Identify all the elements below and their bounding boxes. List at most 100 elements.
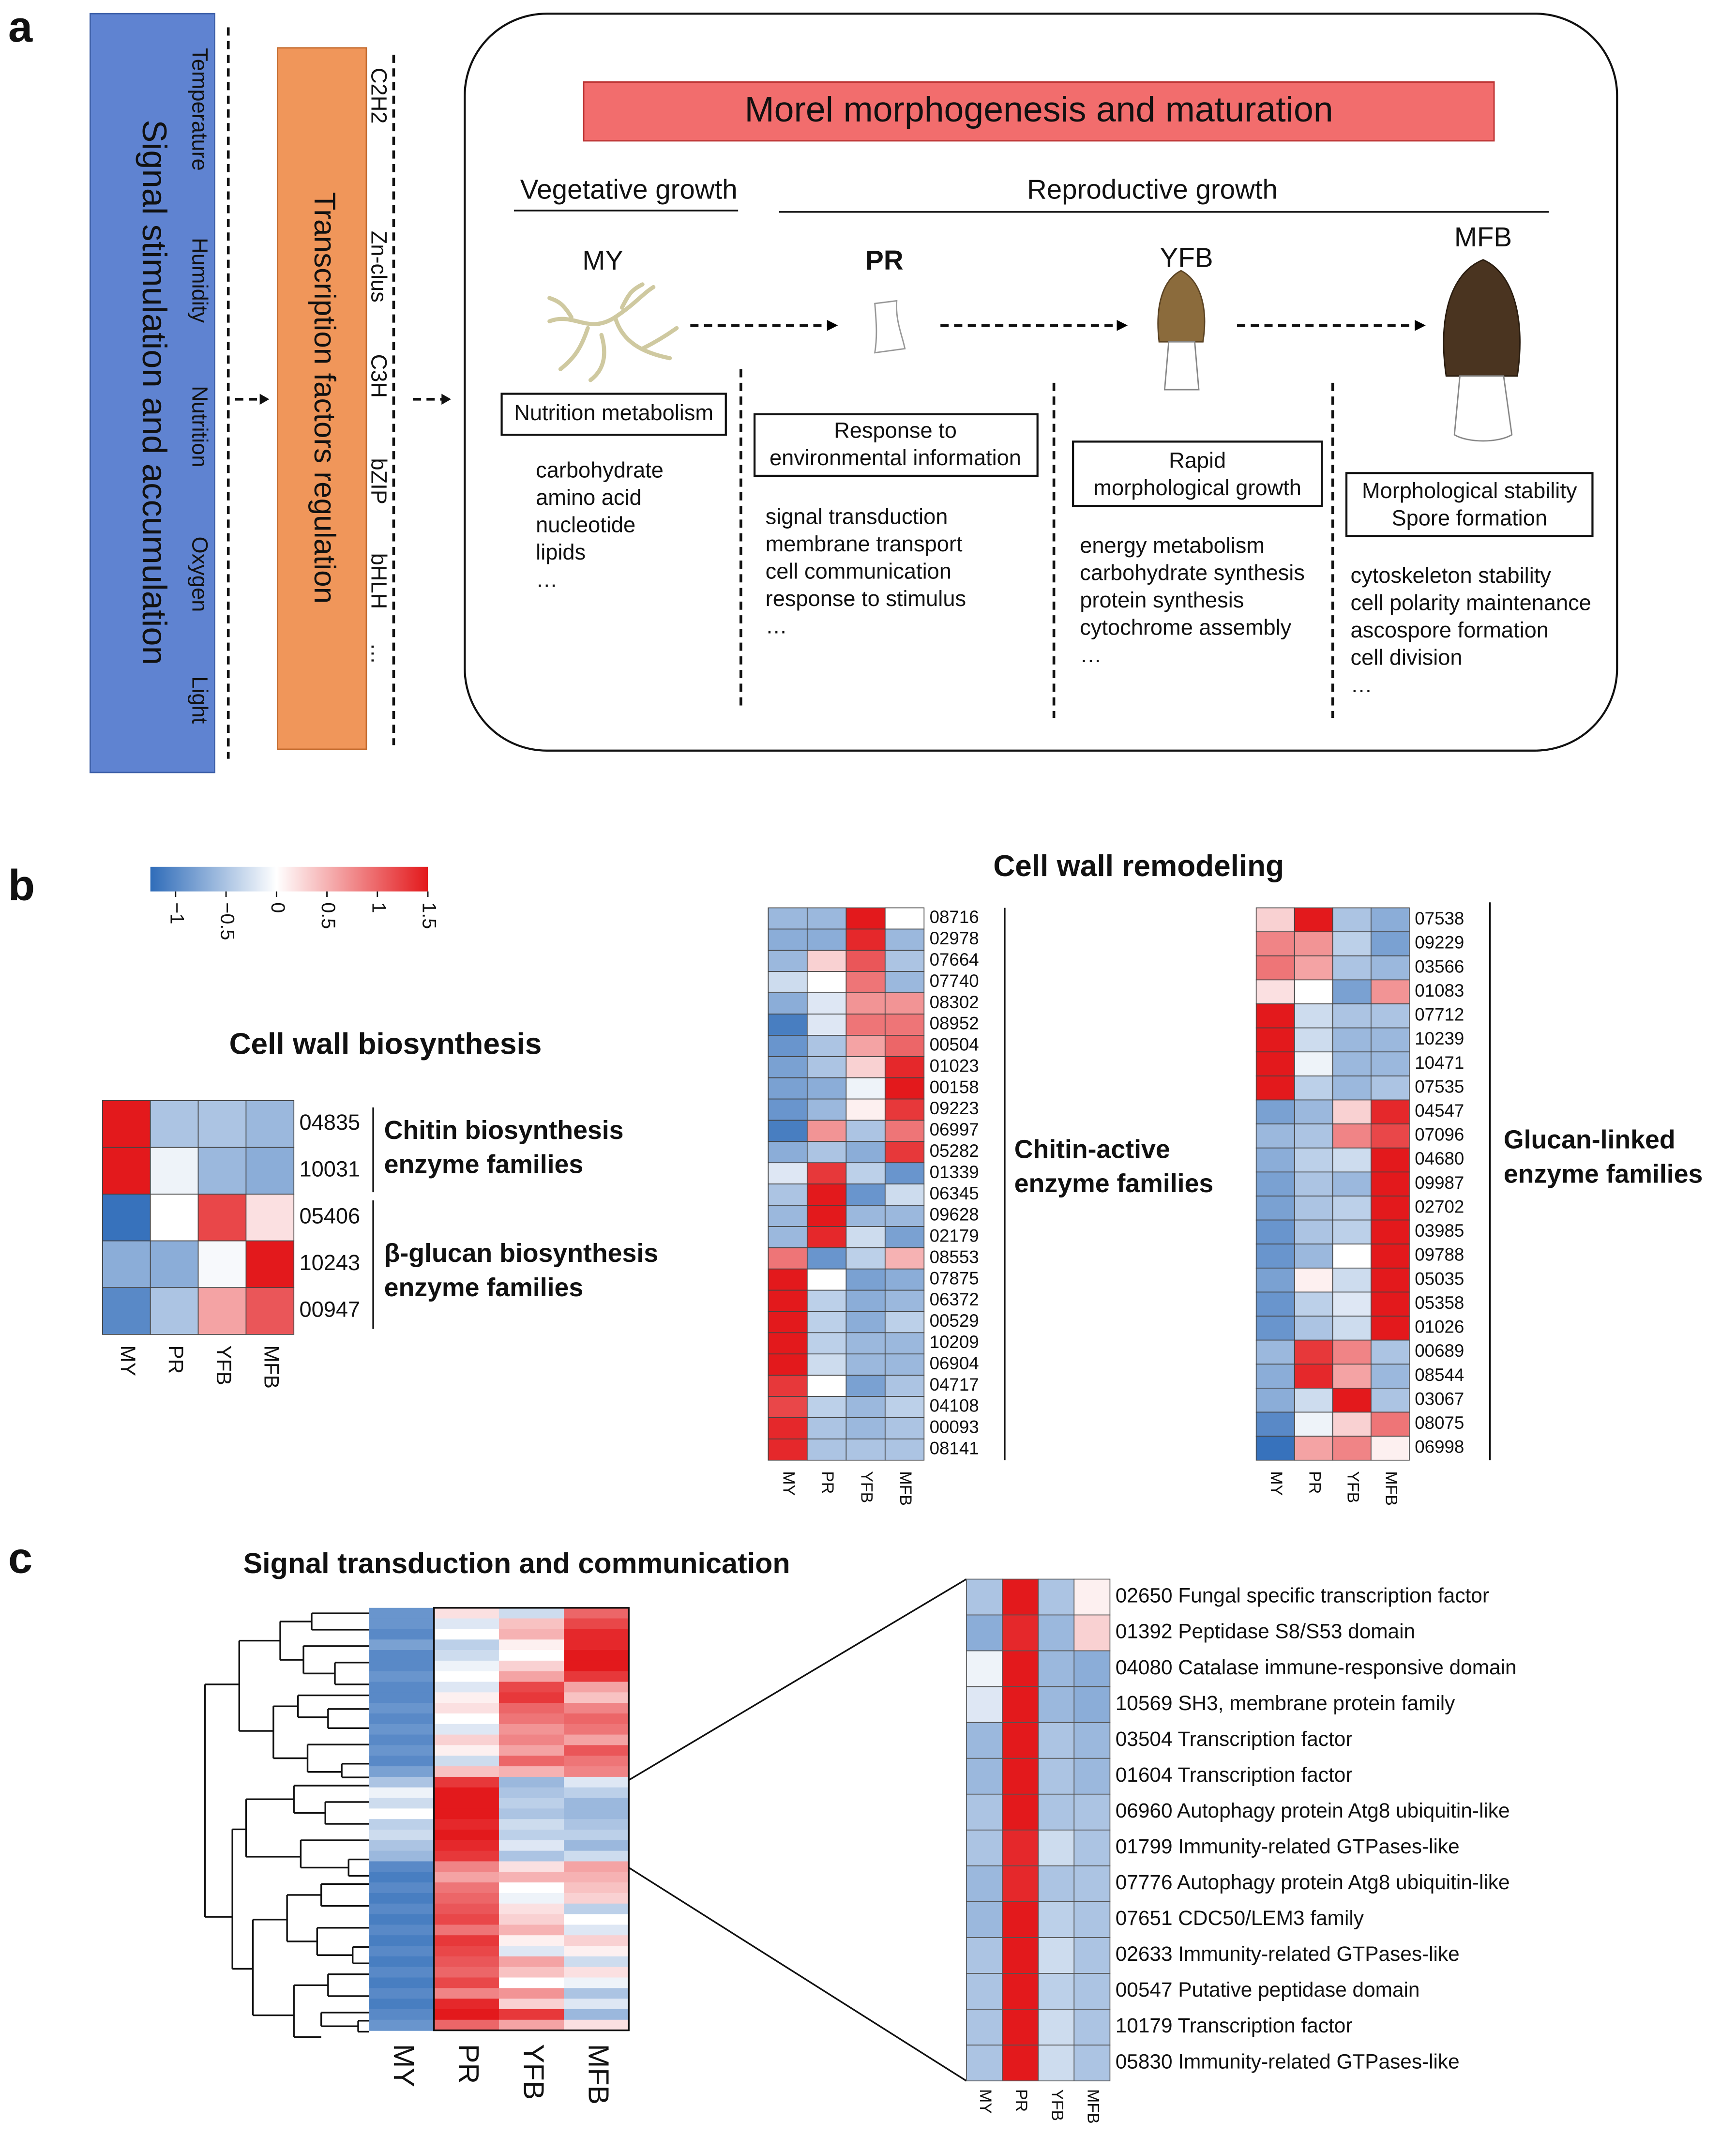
primordium-icon bbox=[874, 300, 906, 354]
heatmap-cell bbox=[1002, 2045, 1039, 2081]
heatmap-cell bbox=[1038, 1937, 1075, 1974]
heatmap-cell bbox=[1038, 2009, 1075, 2046]
heatmap-cell bbox=[1294, 1411, 1333, 1437]
heatmap-cell bbox=[884, 907, 925, 930]
heatmap-cell bbox=[1371, 1388, 1410, 1413]
label: 05282 bbox=[930, 1141, 979, 1161]
label: … bbox=[536, 567, 558, 591]
heatmap-cell bbox=[102, 1147, 151, 1195]
heatmap-cell bbox=[1332, 1291, 1372, 1317]
heatmap-cell bbox=[1294, 1436, 1333, 1461]
heatmap-cell bbox=[1332, 1171, 1372, 1197]
heatmap-cell bbox=[845, 1077, 886, 1100]
heatmap-cell bbox=[845, 971, 886, 993]
signal-box-label: Signal stimulation and accumulation bbox=[136, 120, 174, 665]
heatmap-cell bbox=[434, 1925, 500, 1936]
heatmap-cell bbox=[1371, 1051, 1410, 1076]
heatmap-cell bbox=[564, 1977, 630, 1989]
heatmap-cell bbox=[1371, 1076, 1410, 1101]
heatmap-cell bbox=[498, 1787, 565, 1799]
label: enzyme families bbox=[1504, 1159, 1703, 1188]
heatmap-cell bbox=[806, 1183, 847, 1206]
mature-fruiting-body-icon bbox=[1443, 259, 1521, 377]
label: 00504 bbox=[930, 1035, 979, 1055]
heatmap-cell bbox=[1255, 1003, 1295, 1029]
heatmap-cell bbox=[564, 1861, 630, 1873]
heatmap-cell bbox=[564, 1967, 630, 1978]
heatmap-cell bbox=[806, 1289, 847, 1312]
label: membrane transport bbox=[766, 531, 963, 556]
heatmap-cell bbox=[434, 1872, 500, 1883]
heatmap-cell bbox=[1038, 1758, 1075, 1795]
heatmap-cell bbox=[564, 1618, 630, 1630]
heatmap-cell bbox=[564, 1671, 630, 1682]
heatmap-cell bbox=[434, 1999, 500, 2010]
heatmap-cell bbox=[369, 1893, 435, 1904]
heatmap-cell bbox=[1255, 1436, 1295, 1461]
heatmap-cell bbox=[884, 1035, 925, 1057]
heatmap-cell bbox=[369, 1713, 435, 1725]
heatmap-cell bbox=[434, 1660, 500, 1672]
heatmap-cell bbox=[498, 1703, 565, 1714]
label: 00689 bbox=[1415, 1341, 1464, 1361]
heatmap-cell bbox=[498, 1776, 565, 1788]
heatmap-cell bbox=[498, 1650, 565, 1662]
heatmap-cell bbox=[498, 1988, 565, 2000]
label: 06904 bbox=[930, 1353, 979, 1373]
heatmap-cell bbox=[434, 1618, 500, 1630]
label: 09229 bbox=[1415, 933, 1464, 953]
heatmap-cell bbox=[1073, 2045, 1111, 2081]
column-label: YFB bbox=[212, 1345, 235, 1385]
heatmap-cell bbox=[1294, 1291, 1333, 1317]
heatmap-cell bbox=[1332, 1219, 1372, 1245]
colorbar-tick-label: 0 bbox=[267, 902, 288, 913]
heatmap-cell bbox=[768, 1183, 808, 1206]
label: 01023 bbox=[930, 1056, 979, 1076]
heatmap-cell bbox=[1002, 1686, 1039, 1723]
heatmap-cell bbox=[564, 1703, 630, 1714]
label: 04547 bbox=[1415, 1101, 1464, 1121]
heatmap-cell bbox=[1255, 955, 1295, 981]
label: 02650 Fungal specific transcription fact… bbox=[1116, 1584, 1489, 1607]
heatmap-cell bbox=[1038, 2045, 1075, 2081]
label: amino acid bbox=[536, 485, 642, 510]
heatmap-cell bbox=[768, 1375, 808, 1397]
arrow-head bbox=[259, 394, 270, 405]
section-title: Cell wall biosynthesis bbox=[229, 1027, 542, 1061]
heatmap-cell bbox=[1294, 1196, 1333, 1221]
label: 10243 bbox=[300, 1250, 361, 1275]
heatmap-cell bbox=[564, 1850, 630, 1862]
heatmap-cell bbox=[369, 2009, 435, 2020]
heatmap-cell bbox=[564, 1956, 630, 1968]
section-title: Signal transduction and communication bbox=[243, 1547, 790, 1579]
heatmap-cell bbox=[150, 1147, 199, 1195]
heatmap-cell bbox=[564, 1935, 630, 1947]
heatmap-cell bbox=[845, 1311, 886, 1334]
heatmap-cell bbox=[498, 1724, 565, 1735]
label: 08716 bbox=[930, 907, 979, 927]
heatmap-cell bbox=[434, 1650, 500, 1662]
heatmap-cell bbox=[806, 1226, 847, 1248]
heatmap-cell bbox=[884, 1077, 925, 1100]
heatmap-cell bbox=[845, 992, 886, 1015]
label: 07740 bbox=[930, 971, 979, 991]
heatmap-cell bbox=[369, 1766, 435, 1778]
heatmap-cell bbox=[806, 928, 847, 951]
heatmap-cell bbox=[884, 1141, 925, 1164]
heatmap-cell bbox=[806, 992, 847, 1015]
stage-box bbox=[500, 393, 727, 436]
label: 03504 Transcription factor bbox=[1116, 1728, 1353, 1750]
heatmap-cell bbox=[434, 1830, 500, 1841]
heatmap-cell bbox=[369, 1787, 435, 1799]
column-label: MY bbox=[117, 1345, 139, 1376]
heatmap-cell bbox=[806, 1268, 847, 1291]
heatmap-cell bbox=[102, 1240, 151, 1288]
heatmap-cell bbox=[1371, 979, 1410, 1004]
arrow-head bbox=[1415, 319, 1426, 331]
heatmap-cell bbox=[768, 1141, 808, 1164]
label: energy metabolism bbox=[1080, 533, 1265, 558]
heatmap-cell bbox=[498, 1977, 565, 1989]
heatmap-cell bbox=[966, 1973, 1003, 2010]
heatmap-cell bbox=[1255, 1267, 1295, 1293]
heatmap-cell bbox=[498, 1819, 565, 1831]
